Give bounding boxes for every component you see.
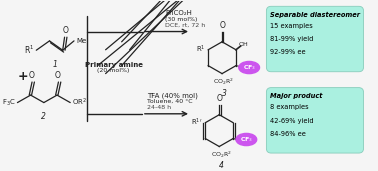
Text: O: O xyxy=(220,21,225,30)
Text: F$_3$C: F$_3$C xyxy=(2,97,15,108)
Text: (20 mol%): (20 mol%) xyxy=(98,68,130,73)
Text: 2: 2 xyxy=(42,112,46,121)
Text: CO$_2$R$^2$: CO$_2$R$^2$ xyxy=(211,149,232,160)
FancyBboxPatch shape xyxy=(266,88,364,153)
Text: 1: 1 xyxy=(53,60,57,69)
Text: O: O xyxy=(217,94,223,103)
Ellipse shape xyxy=(236,133,257,146)
Ellipse shape xyxy=(239,61,260,74)
Text: +: + xyxy=(18,70,28,83)
Text: PhCO₂H: PhCO₂H xyxy=(166,10,192,16)
Text: O: O xyxy=(29,71,34,80)
Text: R$^1$: R$^1$ xyxy=(196,44,205,55)
Text: 15 examples: 15 examples xyxy=(270,23,313,29)
Text: OR$^2$: OR$^2$ xyxy=(72,97,87,108)
Text: 92-99% ee: 92-99% ee xyxy=(270,49,306,55)
FancyBboxPatch shape xyxy=(266,6,364,72)
Text: Primary amine: Primary amine xyxy=(85,62,143,68)
Text: R$^{1\prime}$: R$^{1\prime}$ xyxy=(191,117,203,128)
Text: O: O xyxy=(63,26,69,35)
Text: 24-48 h: 24-48 h xyxy=(147,105,171,110)
Text: Separable diastereomer: Separable diastereomer xyxy=(270,12,360,18)
Text: 42-69% yield: 42-69% yield xyxy=(270,117,314,123)
Text: 8 examples: 8 examples xyxy=(270,104,309,110)
Text: DCE, rt, 72 h: DCE, rt, 72 h xyxy=(166,23,206,28)
Text: 4: 4 xyxy=(219,161,223,170)
Text: TFA (40% mol): TFA (40% mol) xyxy=(147,92,197,99)
Text: Major product: Major product xyxy=(270,93,322,99)
Text: O: O xyxy=(55,71,61,80)
Text: Toluene, 40 °C: Toluene, 40 °C xyxy=(147,99,192,104)
Text: R$^1$: R$^1$ xyxy=(24,44,34,56)
Text: 84-96% ee: 84-96% ee xyxy=(270,131,306,137)
Text: Me: Me xyxy=(76,38,86,44)
Text: CF$_3$: CF$_3$ xyxy=(240,135,253,144)
Text: (30 mol%): (30 mol%) xyxy=(166,17,198,22)
Text: CO$_2$R$^2$: CO$_2$R$^2$ xyxy=(214,76,234,87)
Text: CF$_3$: CF$_3$ xyxy=(243,63,256,72)
Text: 3: 3 xyxy=(222,89,226,98)
Text: 81-99% yield: 81-99% yield xyxy=(270,36,313,42)
Text: OH: OH xyxy=(239,42,248,47)
